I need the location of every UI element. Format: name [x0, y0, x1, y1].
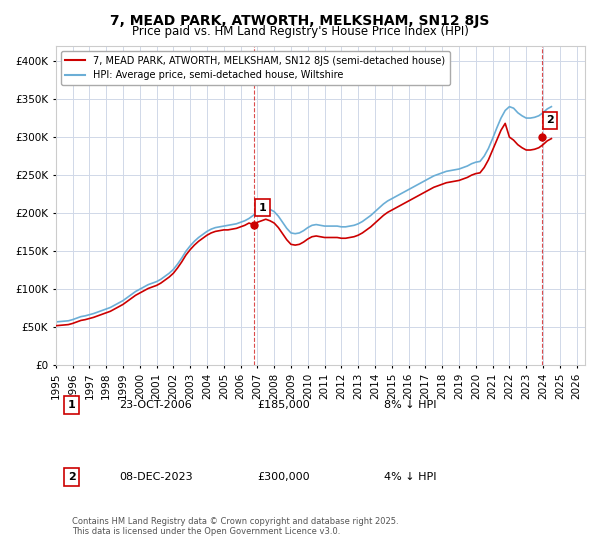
Legend: 7, MEAD PARK, ATWORTH, MELKSHAM, SN12 8JS (semi-detached house), HPI: Average pr: 7, MEAD PARK, ATWORTH, MELKSHAM, SN12 8J… — [61, 50, 449, 85]
Text: 8% ↓ HPI: 8% ↓ HPI — [384, 400, 436, 410]
Text: 08-DEC-2023: 08-DEC-2023 — [119, 472, 193, 482]
Text: 1: 1 — [68, 400, 76, 410]
Text: 1: 1 — [259, 203, 266, 213]
Text: 7, MEAD PARK, ATWORTH, MELKSHAM, SN12 8JS: 7, MEAD PARK, ATWORTH, MELKSHAM, SN12 8J… — [110, 14, 490, 28]
Text: 23-OCT-2006: 23-OCT-2006 — [119, 400, 192, 410]
Text: 2: 2 — [68, 472, 76, 482]
Text: 4% ↓ HPI: 4% ↓ HPI — [384, 472, 436, 482]
Text: 2: 2 — [546, 115, 554, 125]
Text: £300,000: £300,000 — [257, 472, 310, 482]
Text: Price paid vs. HM Land Registry's House Price Index (HPI): Price paid vs. HM Land Registry's House … — [131, 25, 469, 38]
Text: £185,000: £185,000 — [257, 400, 310, 410]
Text: Contains HM Land Registry data © Crown copyright and database right 2025.
This d: Contains HM Land Registry data © Crown c… — [71, 517, 398, 536]
